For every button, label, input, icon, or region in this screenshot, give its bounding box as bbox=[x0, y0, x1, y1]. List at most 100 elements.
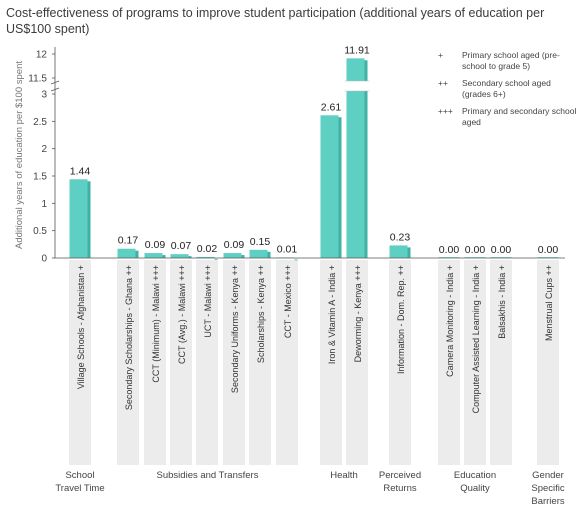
value-label: 0.00 bbox=[538, 244, 559, 256]
category-label: CCT - Mexico +++ bbox=[283, 265, 293, 338]
category-label: Village Schools - Afghanistan + bbox=[76, 265, 86, 389]
bar bbox=[69, 179, 88, 258]
bar-side bbox=[162, 255, 166, 258]
category-band bbox=[438, 260, 460, 465]
y-tick-label: 2.5 bbox=[33, 117, 47, 128]
category-label: Scholarships - Kenya ++ bbox=[256, 265, 266, 363]
y-tick-label: 0.5 bbox=[33, 226, 47, 237]
category-label: Computer Assisted Learning - India + bbox=[471, 265, 481, 413]
category-band bbox=[276, 260, 298, 465]
bar bbox=[320, 115, 339, 258]
value-label: 0.09 bbox=[145, 239, 166, 251]
category-band bbox=[537, 260, 559, 465]
value-label: 0.07 bbox=[171, 240, 192, 252]
bar bbox=[389, 245, 408, 258]
legend-item: +++ Primary and secondary school aged bbox=[438, 106, 578, 128]
bar bbox=[117, 248, 136, 258]
y-tick-label: 0 bbox=[41, 254, 47, 265]
y-tick-label: 1 bbox=[41, 199, 47, 210]
group-label: Specific bbox=[531, 483, 565, 494]
bar-side bbox=[87, 181, 91, 258]
bar-side bbox=[241, 255, 245, 258]
bar-side bbox=[294, 259, 298, 261]
bar bbox=[346, 58, 365, 258]
legend-text: Primary school aged (pre-school to grade… bbox=[462, 50, 560, 71]
group-label: Gender bbox=[532, 470, 564, 481]
axis-break-mark bbox=[50, 80, 60, 85]
legend-item: ++ Secondary school aged (grades 6+) bbox=[438, 78, 578, 100]
category-label: Balsakhis - India + bbox=[497, 265, 507, 339]
y-tick-label: 1.5 bbox=[33, 172, 47, 183]
value-label: 1.44 bbox=[70, 165, 91, 177]
group-label: Returns bbox=[383, 483, 417, 494]
bar-break-gap bbox=[344, 81, 370, 91]
category-band bbox=[490, 260, 512, 465]
y-tick-label: 3 bbox=[41, 90, 47, 101]
legend-item: + Primary school aged (pre-school to gra… bbox=[438, 50, 578, 72]
category-band bbox=[346, 260, 368, 465]
category-label: Information - Dom. Rep. ++ bbox=[396, 265, 406, 374]
value-label: 0.00 bbox=[491, 244, 512, 256]
bar-side bbox=[364, 60, 368, 258]
category-label: Camera Monitoring - India + bbox=[445, 265, 455, 377]
group-label: Education bbox=[454, 470, 496, 481]
value-label: 0.23 bbox=[390, 231, 411, 243]
category-band bbox=[196, 260, 218, 465]
value-label: 0.00 bbox=[465, 244, 486, 256]
category-band bbox=[69, 260, 91, 465]
value-label: 0.01 bbox=[277, 243, 298, 255]
bar-side bbox=[135, 250, 139, 258]
category-label: UCT - Malawi +++ bbox=[203, 265, 213, 338]
value-label: 0.02 bbox=[197, 243, 218, 255]
category-label: CCT (Minimum) - Malawi +++ bbox=[151, 265, 161, 383]
category-band bbox=[320, 260, 342, 465]
category-band bbox=[170, 260, 192, 465]
group-label: Travel Time bbox=[55, 483, 104, 494]
value-label: 0.15 bbox=[250, 236, 271, 248]
bar-side bbox=[188, 256, 192, 258]
bar bbox=[170, 254, 189, 258]
legend-symbol: ++ bbox=[438, 78, 448, 88]
category-band bbox=[464, 260, 486, 465]
group-label: Health bbox=[330, 470, 357, 481]
y-tick-label: 11.5 bbox=[28, 74, 47, 85]
value-label: 2.61 bbox=[321, 101, 342, 113]
category-band bbox=[249, 260, 271, 465]
bar-side bbox=[214, 258, 218, 260]
group-label: Quality bbox=[460, 483, 490, 494]
category-band bbox=[389, 260, 411, 465]
bar-side bbox=[407, 247, 411, 258]
value-label: 11.91 bbox=[344, 44, 370, 56]
group-label: Subsidies and Transfers bbox=[157, 470, 259, 481]
legend: + Primary school aged (pre-school to gra… bbox=[438, 50, 578, 134]
legend-text: Secondary school aged (grades 6+) bbox=[462, 78, 551, 99]
bar bbox=[249, 249, 268, 258]
bar bbox=[196, 256, 215, 258]
category-band bbox=[144, 260, 166, 465]
bar bbox=[223, 253, 242, 258]
axis-break-mark bbox=[50, 87, 60, 92]
bar bbox=[144, 253, 163, 258]
category-label: Secondary Uniforms - Kenya ++ bbox=[230, 265, 240, 393]
y-tick-label: 2 bbox=[41, 144, 47, 155]
category-label: Secondary Scholarships - Ghana ++ bbox=[124, 265, 134, 410]
value-label: 0.17 bbox=[118, 235, 139, 247]
category-label: Deworming - Kenya +++ bbox=[353, 265, 363, 362]
group-label: Perceived bbox=[379, 470, 421, 481]
bar-side bbox=[267, 251, 271, 258]
group-label: Barriers bbox=[531, 496, 565, 507]
legend-text: Primary and secondary school aged bbox=[462, 106, 577, 127]
legend-symbol: +++ bbox=[438, 106, 453, 116]
value-label: 0.00 bbox=[439, 244, 460, 256]
legend-symbol: + bbox=[438, 50, 443, 60]
group-label: School bbox=[65, 470, 94, 481]
bar-side bbox=[338, 117, 342, 258]
value-label: 0.09 bbox=[224, 239, 245, 251]
y-axis-title: Additional years of education per $100 s… bbox=[14, 61, 25, 249]
chart-title: Cost-effectiveness of programs to improv… bbox=[6, 6, 545, 36]
category-label: Menstrual Cups ++ bbox=[544, 265, 554, 341]
category-band bbox=[117, 260, 139, 465]
y-tick-label: 12 bbox=[36, 50, 48, 61]
category-label: Iron & Vitamin A - India + bbox=[327, 265, 337, 364]
